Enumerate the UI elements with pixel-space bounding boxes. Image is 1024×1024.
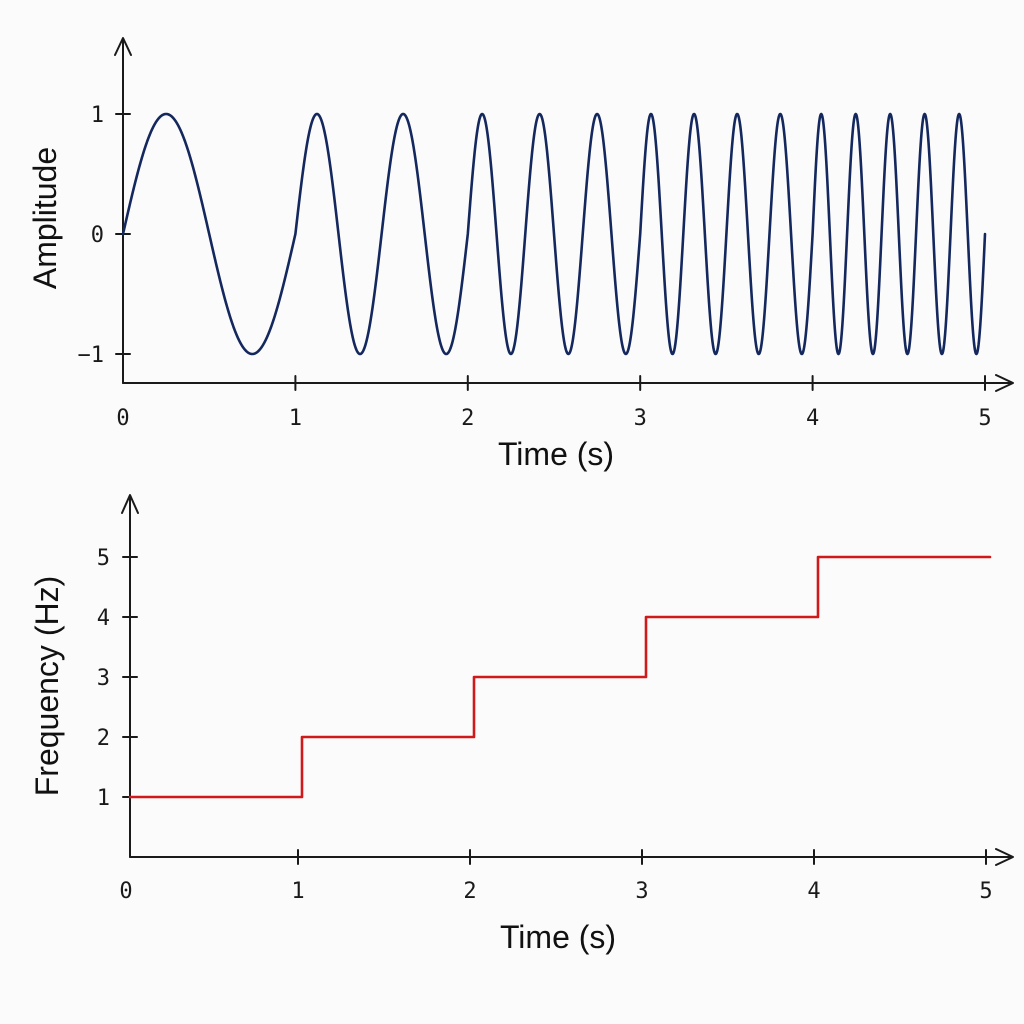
amplitude-y-tick-label: −1 [78,343,105,368]
amplitude-x-tick-label: 1 [289,406,302,431]
frequency-y-axis-title: Frequency (Hz) [29,576,65,797]
frequency-axes [121,494,1014,866]
frequency-x-tick-label: 1 [291,879,304,904]
frequency-step-line [128,555,992,799]
frequency-x-tick-label: 4 [807,879,820,904]
frequency-chart: Frequency (Hz) Time (s) 0 1 2 3 4 5 1 2 3 4 5 [29,494,1014,955]
amplitude-x-tick-label: 5 [978,406,991,431]
amplitude-y-axis-title: Amplitude [27,147,63,289]
frequency-y-tick-label: 3 [97,666,110,691]
amplitude-waveform-line [121,112,987,356]
amplitude-chart: Amplitude Time (s) 0 1 2 3 4 5 1 0 −1 [27,37,1014,472]
amplitude-axes [114,37,1014,392]
amplitude-x-tick-label: 0 [116,406,129,431]
amplitude-x-axis-title: Time (s) [498,436,614,472]
amplitude-y-tick-label: 1 [91,103,104,128]
frequency-x-axis-title: Time (s) [500,919,616,955]
amplitude-y-axis [114,37,132,384]
amplitude-x-tick-label: 2 [461,406,474,431]
amplitude-y-tick-label: 0 [91,223,104,248]
frequency-y-tick-label: 4 [97,606,110,631]
amplitude-x-axis [122,374,1014,392]
frequency-x-tick-label: 5 [979,879,992,904]
amplitude-x-tick-label: 4 [806,406,819,431]
frequency-x-tick-label: 3 [635,879,648,904]
amplitude-x-tick-label: 3 [634,406,647,431]
frequency-y-tick-label: 5 [97,546,110,571]
frequency-tick-group: 0 1 2 3 4 5 1 2 3 4 5 [97,546,993,904]
frequency-y-tick-label: 2 [97,726,110,751]
amplitude-tick-group: 0 1 2 3 4 5 1 0 −1 [78,103,992,431]
frequency-x-tick-label: 2 [463,879,476,904]
frequency-x-axis [129,848,1014,866]
frequency-y-tick-label: 1 [97,786,110,811]
frequency-x-tick-label: 0 [119,879,132,904]
